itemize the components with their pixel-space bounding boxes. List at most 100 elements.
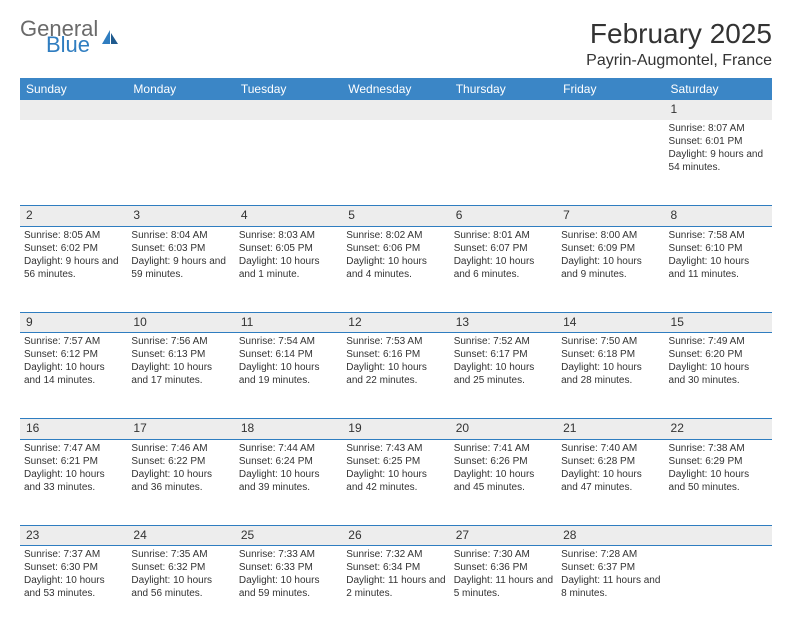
day-cell [665, 546, 772, 632]
weekday-wednesday: Wednesday [342, 78, 449, 100]
day-number [557, 100, 664, 120]
sunset-line: Sunset: 6:05 PM [239, 242, 338, 255]
daynum-row: 1 [20, 100, 772, 120]
sunrise-line: Sunrise: 8:03 AM [239, 229, 338, 242]
calendar-table: SundayMondayTuesdayWednesdayThursdayFrid… [20, 78, 772, 632]
brand-blue: Blue [46, 34, 98, 56]
day-cell: Sunrise: 7:44 AMSunset: 6:24 PMDaylight:… [235, 439, 342, 525]
sunset-line: Sunset: 6:03 PM [131, 242, 230, 255]
sunset-line: Sunset: 6:21 PM [24, 455, 123, 468]
daynum-row: 16171819202122 [20, 419, 772, 440]
sunset-line: Sunset: 6:07 PM [454, 242, 553, 255]
sunset-line: Sunset: 6:36 PM [454, 561, 553, 574]
sunrise-line: Sunrise: 8:02 AM [346, 229, 445, 242]
sunset-line: Sunset: 6:37 PM [561, 561, 660, 574]
daylight-line: Daylight: 9 hours and 56 minutes. [24, 255, 123, 281]
sunrise-line: Sunrise: 8:07 AM [669, 122, 768, 135]
day-cell: Sunrise: 7:50 AMSunset: 6:18 PMDaylight:… [557, 333, 664, 419]
sunset-line: Sunset: 6:25 PM [346, 455, 445, 468]
day-cell: Sunrise: 7:47 AMSunset: 6:21 PMDaylight:… [20, 439, 127, 525]
sunrise-line: Sunrise: 7:54 AM [239, 335, 338, 348]
day-number [20, 100, 127, 120]
sunset-line: Sunset: 6:16 PM [346, 348, 445, 361]
sunset-line: Sunset: 6:33 PM [239, 561, 338, 574]
weekday-sunday: Sunday [20, 78, 127, 100]
brand-text: General Blue [20, 18, 98, 56]
sail-icon [100, 28, 120, 46]
day-cell [450, 120, 557, 206]
sunset-line: Sunset: 6:20 PM [669, 348, 768, 361]
weekday-header-row: SundayMondayTuesdayWednesdayThursdayFrid… [20, 78, 772, 100]
day-number: 26 [342, 525, 449, 546]
daylight-line: Daylight: 10 hours and 30 minutes. [669, 361, 768, 387]
sunrise-line: Sunrise: 7:57 AM [24, 335, 123, 348]
daylight-line: Daylight: 10 hours and 17 minutes. [131, 361, 230, 387]
day-cell: Sunrise: 8:00 AMSunset: 6:09 PMDaylight:… [557, 226, 664, 312]
week-row: Sunrise: 7:47 AMSunset: 6:21 PM Daylight:… [20, 439, 772, 525]
day-cell: Sunrise: 7:43 AMSunset: 6:25 PMDaylight:… [342, 439, 449, 525]
day-number: 8 [665, 206, 772, 227]
sunrise-line: Sunrise: 7:28 AM [561, 548, 660, 561]
daylight-line: Daylight: 10 hours and 25 minutes. [454, 361, 553, 387]
daylight-line: Daylight: 10 hours and 11 minutes. [669, 255, 768, 281]
day-cell: Sunrise: 7:40 AMSunset: 6:28 PMDaylight:… [557, 439, 664, 525]
daylight-line: Daylight: 11 hours and 8 minutes. [561, 574, 660, 600]
day-cell: Sunrise: 8:07 AMSunset: 6:01 PMDaylight:… [665, 120, 772, 206]
day-number: 20 [450, 419, 557, 440]
sunset-line: Sunset: 6:30 PM [24, 561, 123, 574]
daylight-line: Daylight: 10 hours and 45 minutes. [454, 468, 553, 494]
header: General Blue February 2025 Payrin-Augmon… [20, 18, 772, 70]
sunrise-line: Sunrise: 8:04 AM [131, 229, 230, 242]
daylight-line: Daylight: 9 hours and 54 minutes. [669, 148, 768, 174]
day-cell: Sunrise: 7:41 AMSunset: 6:26 PMDaylight:… [450, 439, 557, 525]
day-cell: Sunrise: 7:33 AMSunset: 6:33 PMDaylight:… [235, 546, 342, 632]
location: Payrin-Augmontel, France [586, 52, 772, 70]
week-row: Sunrise: 7:57 AMSunset: 6:12 PM Daylight:… [20, 333, 772, 419]
daylight-line: Daylight: 10 hours and 19 minutes. [239, 361, 338, 387]
day-number: 6 [450, 206, 557, 227]
day-cell [235, 120, 342, 206]
day-number: 17 [127, 419, 234, 440]
day-number: 11 [235, 312, 342, 333]
day-number [342, 100, 449, 120]
sunrise-line: Sunrise: 7:49 AM [669, 335, 768, 348]
sunrise-line: Sunrise: 7:43 AM [346, 442, 445, 455]
sunrise-line: Sunrise: 7:53 AM [346, 335, 445, 348]
day-number: 28 [557, 525, 664, 546]
day-cell: Sunrise: 7:30 AMSunset: 6:36 PMDaylight:… [450, 546, 557, 632]
sunset-line: Sunset: 6:10 PM [669, 242, 768, 255]
daylight-line: Daylight: 10 hours and 50 minutes. [669, 468, 768, 494]
sunset-line: Sunset: 6:18 PM [561, 348, 660, 361]
sunset-line: Sunset: 6:13 PM [131, 348, 230, 361]
sunrise-line: Sunrise: 7:32 AM [346, 548, 445, 561]
day-cell: Sunrise: 8:02 AMSunset: 6:06 PMDaylight:… [342, 226, 449, 312]
daylight-line: Daylight: 10 hours and 28 minutes. [561, 361, 660, 387]
day-number: 18 [235, 419, 342, 440]
sunrise-line: Sunrise: 7:47 AM [24, 442, 123, 455]
daylight-line: Daylight: 10 hours and 9 minutes. [561, 255, 660, 281]
daylight-line: Daylight: 11 hours and 2 minutes. [346, 574, 445, 600]
daylight-line: Daylight: 10 hours and 56 minutes. [131, 574, 230, 600]
sunset-line: Sunset: 6:01 PM [669, 135, 768, 148]
weekday-tuesday: Tuesday [235, 78, 342, 100]
sunrise-line: Sunrise: 7:50 AM [561, 335, 660, 348]
sunset-line: Sunset: 6:12 PM [24, 348, 123, 361]
day-cell: Sunrise: 7:32 AMSunset: 6:34 PMDaylight:… [342, 546, 449, 632]
day-cell [127, 120, 234, 206]
day-number: 10 [127, 312, 234, 333]
week-row: Sunrise: 7:37 AMSunset: 6:30 PMDaylight:… [20, 546, 772, 632]
day-number [127, 100, 234, 120]
weekday-saturday: Saturday [665, 78, 772, 100]
daylight-line: Daylight: 11 hours and 5 minutes. [454, 574, 553, 600]
sunrise-line: Sunrise: 8:01 AM [454, 229, 553, 242]
day-cell: Sunrise: 8:04 AMSunset: 6:03 PMDaylight:… [127, 226, 234, 312]
sunset-line: Sunset: 6:24 PM [239, 455, 338, 468]
title-block: February 2025 Payrin-Augmontel, France [586, 18, 772, 70]
sunrise-line: Sunrise: 8:00 AM [561, 229, 660, 242]
day-cell: Sunrise: 7:38 AMSunset: 6:29 PMDaylight:… [665, 439, 772, 525]
daylight-line: Daylight: 10 hours and 53 minutes. [24, 574, 123, 600]
day-cell: Sunrise: 7:37 AMSunset: 6:30 PMDaylight:… [20, 546, 127, 632]
month-title: February 2025 [586, 18, 772, 50]
sunset-line: Sunset: 6:14 PM [239, 348, 338, 361]
day-number: 1 [665, 100, 772, 120]
